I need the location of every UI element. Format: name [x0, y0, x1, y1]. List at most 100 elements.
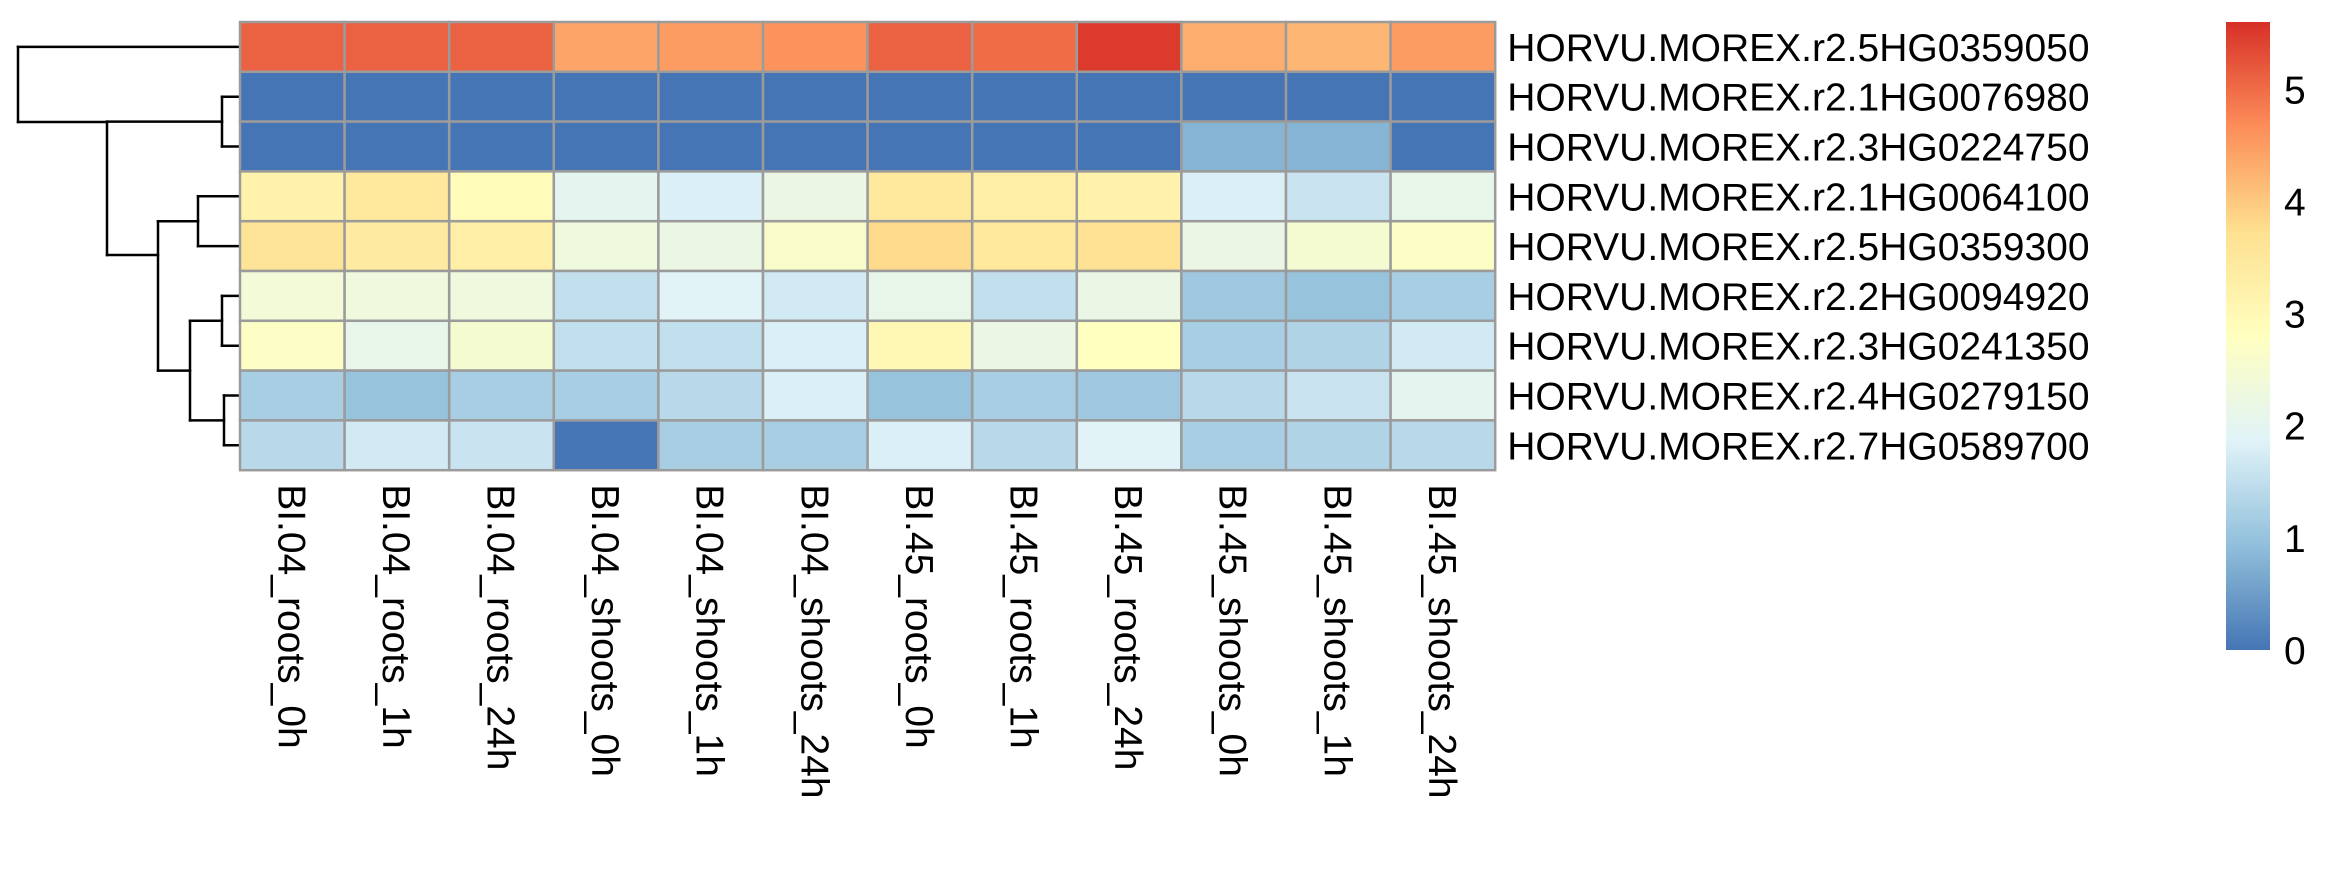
heatmap-cell [1389, 419, 1497, 472]
heatmap-cell [343, 419, 451, 472]
heatmap-cell [238, 269, 346, 323]
heatmap-cell [447, 219, 556, 273]
heatmap-cell [866, 269, 974, 323]
heatmap-cell [1284, 170, 1392, 223]
heatmap-cell [761, 70, 869, 123]
heatmap-cell [866, 70, 974, 123]
heatmap-cell [238, 319, 346, 372]
column-label: BI.45_roots_1h [1002, 484, 1045, 749]
heatmap-cell [447, 269, 556, 323]
heatmap-cell [238, 419, 346, 472]
heatmap-cell [1389, 170, 1497, 223]
heatmap-cell [1075, 419, 1183, 472]
heatmap-cell [1284, 20, 1392, 74]
color-legend: 0 1 2 3 4 5 [2226, 22, 2306, 673]
heatmap-cell [1075, 70, 1183, 123]
heatmap-cell [1284, 120, 1392, 173]
heatmap-cell [1284, 219, 1392, 273]
heatmap-cell [343, 269, 451, 323]
colorbar-tick-label: 1 [2284, 518, 2306, 561]
row-label: HORVU.MOREX.r2.1HG0064100 [1507, 176, 2089, 219]
heatmap-cell [552, 120, 660, 173]
heatmap-cell [343, 120, 451, 173]
heatmap-cell [866, 369, 974, 422]
heatmap-cell [761, 319, 869, 372]
heatmap-cell [1075, 319, 1183, 372]
heatmap-cell [970, 170, 1079, 223]
heatmap-cell [552, 170, 660, 223]
colorbar-gradient [2226, 22, 2270, 650]
heatmap-cell [761, 269, 869, 323]
heatmap-cell [761, 20, 869, 74]
heatmap-cell [970, 369, 1079, 422]
heatmap-cell [238, 219, 346, 273]
row-dendrogram [16, 45, 242, 447]
heatmap-cell [657, 219, 765, 273]
heatmap-cell [761, 369, 869, 422]
heatmap-cell [970, 70, 1079, 123]
heatmap-cell [970, 120, 1079, 173]
heatmap-cell [1180, 219, 1288, 273]
heatmap-cell [657, 419, 765, 472]
heatmap-cell [1180, 369, 1288, 422]
heatmap-cell [238, 369, 346, 422]
heatmap-cell [447, 319, 556, 372]
heatmap-cell [1180, 419, 1288, 472]
colorbar-tick-label: 5 [2284, 69, 2306, 112]
column-label: BI.45_shoots_0h [1211, 484, 1254, 777]
heatmap-cell [1075, 170, 1183, 223]
column-label: BI.04_roots_24h [479, 484, 522, 770]
heatmap-cell [657, 170, 765, 223]
heatmap-cell [761, 120, 869, 173]
heatmap-cell [343, 70, 451, 123]
row-labels: HORVU.MOREX.r2.5HG0359050 HORVU.MOREX.r2.… [1507, 27, 2089, 468]
heatmap-cell [447, 70, 556, 123]
heatmap-cell [657, 70, 765, 123]
heatmap-cell [238, 120, 346, 173]
heatmap-cell [866, 120, 974, 173]
heatmap-cell [447, 170, 556, 223]
row-label: HORVU.MOREX.r2.7HG0589700 [1507, 425, 2089, 468]
heatmap-cell [1075, 219, 1183, 273]
heatmap-cell [1075, 369, 1183, 422]
heatmap-cell [1180, 120, 1288, 173]
heatmap-cell [238, 170, 346, 223]
heatmap-cell [866, 419, 974, 472]
heatmap-cell [970, 319, 1079, 372]
heatmap-cell [970, 419, 1079, 472]
heatmap-cell [1284, 319, 1392, 372]
colorbar-tick-label: 2 [2284, 406, 2306, 449]
heatmap-cell [1389, 20, 1497, 74]
heatmap-cell [1180, 20, 1288, 74]
heatmap-cell [552, 369, 660, 422]
column-label: BI.45_roots_24h [1106, 484, 1149, 770]
heatmap-cell [866, 319, 974, 372]
heatmap-cell [238, 70, 346, 123]
row-label: HORVU.MOREX.r2.1HG0076980 [1507, 77, 2089, 120]
row-label: HORVU.MOREX.r2.3HG0224750 [1507, 127, 2089, 170]
heatmap-cell [866, 20, 974, 74]
heatmap-cell [1389, 70, 1497, 123]
heatmap-cell [970, 219, 1079, 273]
heatmap-cell [343, 319, 451, 372]
heatmap-cell [657, 369, 765, 422]
heatmap-cell [1389, 369, 1497, 422]
heatmap-cell [970, 20, 1079, 74]
heatmap-cell [1180, 170, 1288, 223]
column-label: BI.04_shoots_24h [792, 484, 835, 798]
heatmap-cell [1284, 70, 1392, 123]
heatmap-cell [447, 419, 556, 472]
heatmap-cell [970, 269, 1079, 323]
column-label: BI.04_shoots_1h [688, 484, 731, 777]
heatmap-cell [552, 419, 660, 472]
heatmap-cell [552, 20, 660, 74]
column-label: BI.45_shoots_1h [1315, 484, 1358, 777]
colorbar-tick-label: 4 [2284, 181, 2306, 224]
heatmap-cell [552, 269, 660, 323]
heatmap-cell [447, 120, 556, 173]
heatmap-cell [657, 20, 765, 74]
heatmap-cell [343, 369, 451, 422]
row-label: HORVU.MOREX.r2.2HG0094920 [1507, 276, 2089, 319]
column-label: BI.04_roots_0h [269, 484, 312, 749]
